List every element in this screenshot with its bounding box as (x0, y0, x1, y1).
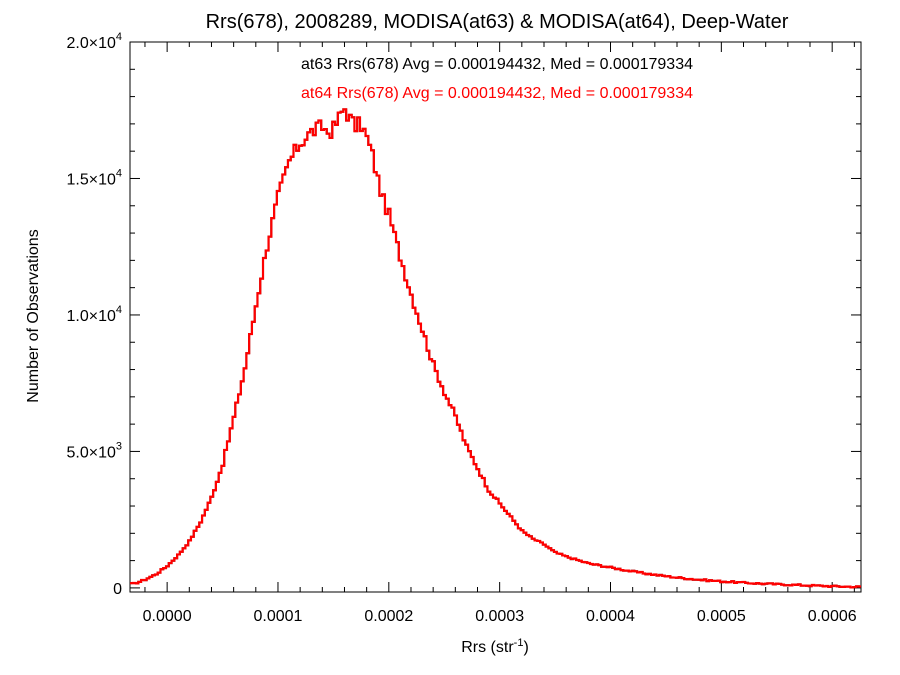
plot-frame (129, 41, 862, 593)
histogram-series-at64 (130, 108, 861, 589)
chart-title: Rrs(678), 2008289, MODISA(at63) & MODISA… (206, 11, 789, 33)
y-axis-label: Number of Observations (25, 229, 42, 402)
annotation-at64: at64 Rrs(678) Avg = 0.000194432, Med = 0… (301, 85, 693, 102)
y-tick-label: 1.0×104 (66, 304, 122, 325)
histogram-steps (130, 108, 861, 589)
y-tick-label: 0 (113, 581, 122, 598)
y-tick-label: 2.0×104 (66, 31, 122, 52)
y-tick-label-exp: 3 (116, 440, 122, 452)
x-tick-label: 0.0004 (586, 608, 635, 625)
x-tick-label: 0.0006 (808, 608, 857, 625)
x-tick-label: 0.0000 (143, 608, 192, 625)
x-tick-label: 0.0001 (254, 608, 303, 625)
y-tick-label-base: 0 (113, 581, 122, 598)
x-tick-label: 0.0002 (364, 608, 413, 625)
axis-ticks (130, 41, 861, 592)
y-tick-label-base: 1.5×10 (66, 171, 115, 188)
y-tick-label-exp: 4 (116, 304, 122, 316)
y-tick-label: 1.5×104 (66, 167, 122, 188)
y-tick-label-base: 2.0×10 (66, 35, 115, 52)
x-axis-label-sup: -1 (514, 637, 524, 649)
y-tick-label-base: 1.0×10 (66, 308, 115, 325)
y-tick-label-exp: 4 (116, 167, 122, 179)
y-tick-label: 5.0×103 (66, 440, 122, 461)
x-tick-labels: 0.0000 0.0001 0.0002 0.0003 0.0004 0.0005 0.00… (143, 608, 857, 625)
plot-area (129, 41, 862, 593)
y-tick-label-base: 5.0×10 (66, 444, 115, 461)
annotation-at63: at63 Rrs(678) Avg = 0.000194432, Med = 0… (301, 56, 693, 73)
x-tick-label: 0.0005 (697, 608, 746, 625)
x-axis-label: Rrs (str-1) (461, 637, 529, 656)
y-tick-label-exp: 4 (116, 31, 122, 43)
x-axis-label-close: ) (523, 639, 528, 656)
x-tick-label: 0.0003 (475, 608, 524, 625)
x-axis-label-text: Rrs (str (461, 639, 514, 656)
histogram-series-at63 (130, 108, 861, 589)
